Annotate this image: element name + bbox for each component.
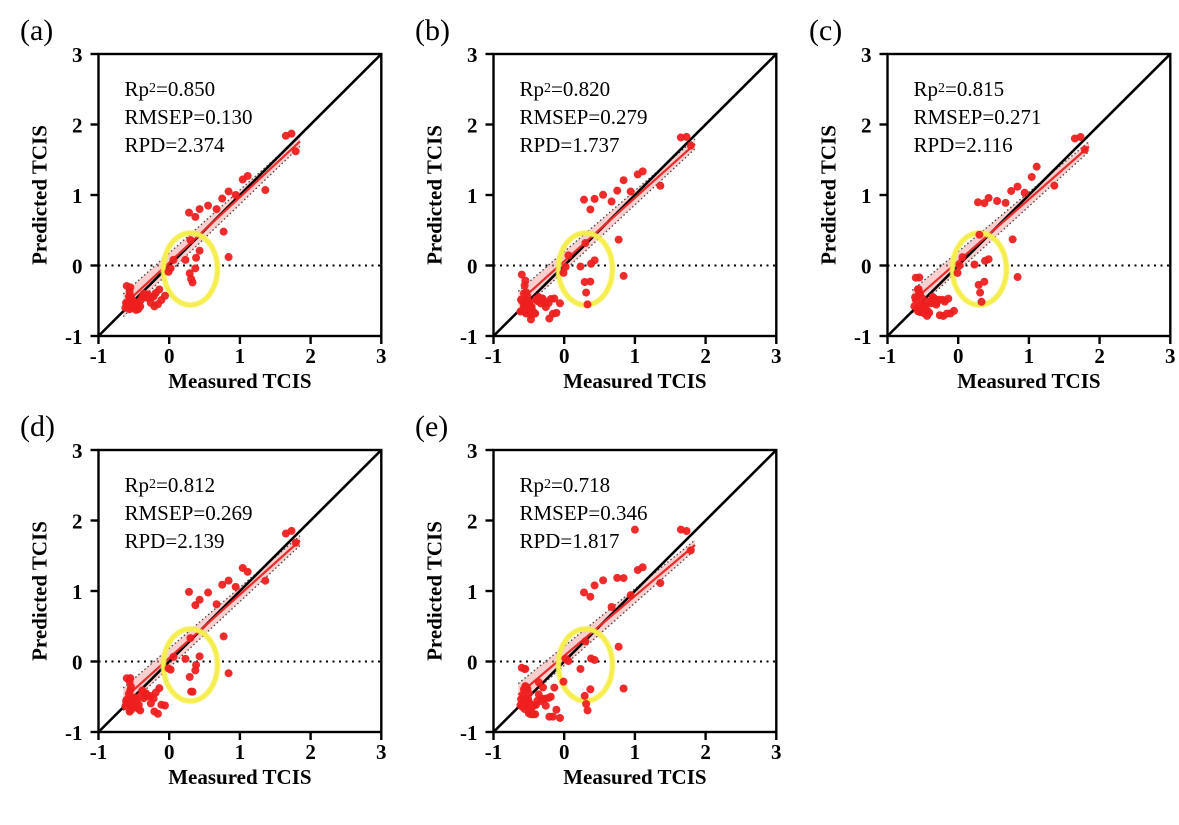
svg-text:1: 1 xyxy=(235,344,246,368)
svg-text:3: 3 xyxy=(1165,344,1176,368)
svg-text:-1: -1 xyxy=(460,325,478,349)
svg-text:2: 2 xyxy=(72,114,83,138)
svg-text:1: 1 xyxy=(72,580,83,604)
svg-text:Predicted TCIS: Predicted TCIS xyxy=(422,521,446,661)
svg-text:0: 0 xyxy=(558,740,569,764)
svg-text:3: 3 xyxy=(861,43,872,67)
svg-text:3: 3 xyxy=(376,344,387,368)
svg-text:-1: -1 xyxy=(65,325,83,349)
svg-text:-1: -1 xyxy=(484,344,502,368)
svg-text:-1: -1 xyxy=(65,721,83,745)
svg-text:2: 2 xyxy=(700,344,711,368)
svg-text:Measured TCIS: Measured TCIS xyxy=(168,765,311,789)
svg-text:RPD=2.374: RPD=2.374 xyxy=(125,133,225,157)
svg-text:0: 0 xyxy=(861,255,872,279)
svg-text:3: 3 xyxy=(467,439,478,463)
svg-text:3: 3 xyxy=(467,43,478,67)
svg-text:3: 3 xyxy=(72,439,83,463)
svg-text:Rp2=0.820: Rp2=0.820 xyxy=(519,77,610,101)
svg-text:3: 3 xyxy=(771,740,782,764)
svg-text:0: 0 xyxy=(164,344,175,368)
svg-text:(a): (a) xyxy=(20,14,53,47)
svg-text:-1: -1 xyxy=(854,325,872,349)
svg-text:RPD=2.116: RPD=2.116 xyxy=(914,133,1013,157)
svg-text:2: 2 xyxy=(305,344,316,368)
svg-text:RMSEP=0.346: RMSEP=0.346 xyxy=(519,501,647,525)
svg-text:1: 1 xyxy=(467,184,478,208)
svg-text:2: 2 xyxy=(861,114,872,138)
svg-text:Rp2=0.815: Rp2=0.815 xyxy=(914,77,1005,101)
svg-text:-1: -1 xyxy=(90,344,108,368)
svg-text:Measured TCIS: Measured TCIS xyxy=(563,765,706,789)
svg-text:Predicted TCIS: Predicted TCIS xyxy=(28,125,52,265)
svg-text:2: 2 xyxy=(700,740,711,764)
svg-text:RPD=1.737: RPD=1.737 xyxy=(519,133,619,157)
svg-text:3: 3 xyxy=(771,344,782,368)
svg-text:0: 0 xyxy=(72,651,83,675)
svg-text:0: 0 xyxy=(467,255,478,279)
svg-text:Predicted TCIS: Predicted TCIS xyxy=(28,521,52,661)
svg-text:Measured TCIS: Measured TCIS xyxy=(168,369,311,393)
svg-text:2: 2 xyxy=(72,510,83,534)
svg-text:0: 0 xyxy=(558,344,569,368)
svg-text:Measured TCIS: Measured TCIS xyxy=(563,369,706,393)
svg-text:-1: -1 xyxy=(879,344,897,368)
svg-text:1: 1 xyxy=(467,580,478,604)
svg-text:0: 0 xyxy=(72,255,83,279)
svg-text:RMSEP=0.130: RMSEP=0.130 xyxy=(125,105,253,129)
svg-text:RPD=1.817: RPD=1.817 xyxy=(519,529,619,553)
svg-text:(d): (d) xyxy=(20,410,55,443)
svg-text:3: 3 xyxy=(72,43,83,67)
svg-text:0: 0 xyxy=(467,651,478,675)
svg-text:1: 1 xyxy=(72,184,83,208)
svg-text:3: 3 xyxy=(376,740,387,764)
svg-text:2: 2 xyxy=(467,114,478,138)
svg-text:2: 2 xyxy=(305,740,316,764)
svg-text:2: 2 xyxy=(467,510,478,534)
svg-text:0: 0 xyxy=(164,740,175,764)
svg-text:(b): (b) xyxy=(415,14,450,47)
svg-text:2: 2 xyxy=(1094,344,1105,368)
svg-text:Rp2=0.850: Rp2=0.850 xyxy=(125,77,216,101)
svg-text:1: 1 xyxy=(235,740,246,764)
svg-text:Predicted TCIS: Predicted TCIS xyxy=(817,125,841,265)
svg-text:RMSEP=0.269: RMSEP=0.269 xyxy=(125,501,253,525)
svg-text:1: 1 xyxy=(629,344,640,368)
svg-text:(e): (e) xyxy=(415,410,448,443)
svg-text:1: 1 xyxy=(1024,344,1035,368)
svg-text:RMSEP=0.271: RMSEP=0.271 xyxy=(914,105,1042,129)
svg-text:0: 0 xyxy=(953,344,964,368)
svg-text:Rp2=0.812: Rp2=0.812 xyxy=(125,473,216,497)
svg-text:RPD=2.139: RPD=2.139 xyxy=(125,529,225,553)
svg-text:Rp2=0.718: Rp2=0.718 xyxy=(519,473,610,497)
svg-text:(c): (c) xyxy=(809,14,842,47)
svg-text:-1: -1 xyxy=(484,740,502,764)
svg-text:Measured TCIS: Measured TCIS xyxy=(957,369,1100,393)
svg-text:1: 1 xyxy=(861,184,872,208)
svg-text:-1: -1 xyxy=(460,721,478,745)
svg-text:-1: -1 xyxy=(90,740,108,764)
svg-text:Predicted TCIS: Predicted TCIS xyxy=(422,125,446,265)
svg-text:RMSEP=0.279: RMSEP=0.279 xyxy=(519,105,647,129)
svg-text:1: 1 xyxy=(629,740,640,764)
